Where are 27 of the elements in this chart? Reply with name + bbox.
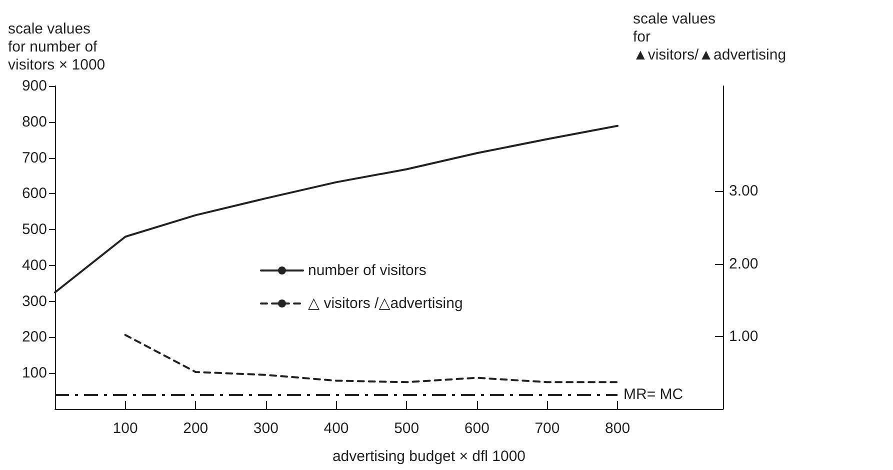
x-tick-label: 600 bbox=[464, 420, 490, 437]
legend-label: △ visitors /△advertising bbox=[308, 295, 463, 312]
y-tick-label: 100 bbox=[22, 364, 47, 382]
y2-tick-label: 2.00 bbox=[729, 255, 758, 272]
y2-axis-title: scale values for ▲visitors/▲advertising bbox=[633, 10, 786, 64]
y-tick-label: 300 bbox=[22, 292, 47, 310]
y-axis-title: scale values for number of visitors × 1000 bbox=[8, 20, 106, 74]
y2-tick-label: 1.00 bbox=[729, 328, 758, 345]
y-tick-label: 700 bbox=[22, 149, 47, 166]
x-axis-title: advertising budget × dfl 1000 bbox=[332, 448, 526, 465]
y-tick-label: 600 bbox=[22, 185, 47, 202]
x-tick-label: 100 bbox=[112, 420, 138, 437]
x-tick-label: 500 bbox=[394, 420, 420, 437]
ref-line-label: MR= MC bbox=[624, 386, 684, 403]
x-tick-label: 700 bbox=[534, 420, 560, 437]
y-tick-label: 400 bbox=[22, 256, 47, 274]
legend-label: number of visitors bbox=[308, 262, 426, 279]
line-series bbox=[124, 334, 619, 384]
y-tick-label: 500 bbox=[22, 221, 47, 238]
y-tick-label: 200 bbox=[22, 328, 47, 346]
x-tick-label: 200 bbox=[183, 420, 208, 437]
x-tick-label: 300 bbox=[253, 420, 278, 437]
y2-tick-label: 3.00 bbox=[729, 182, 758, 200]
x-tick-label: 800 bbox=[605, 420, 630, 437]
y-tick-label: 900 bbox=[22, 78, 47, 94]
x-tick-label: 400 bbox=[324, 420, 349, 437]
y-tick-label: 800 bbox=[22, 113, 47, 130]
